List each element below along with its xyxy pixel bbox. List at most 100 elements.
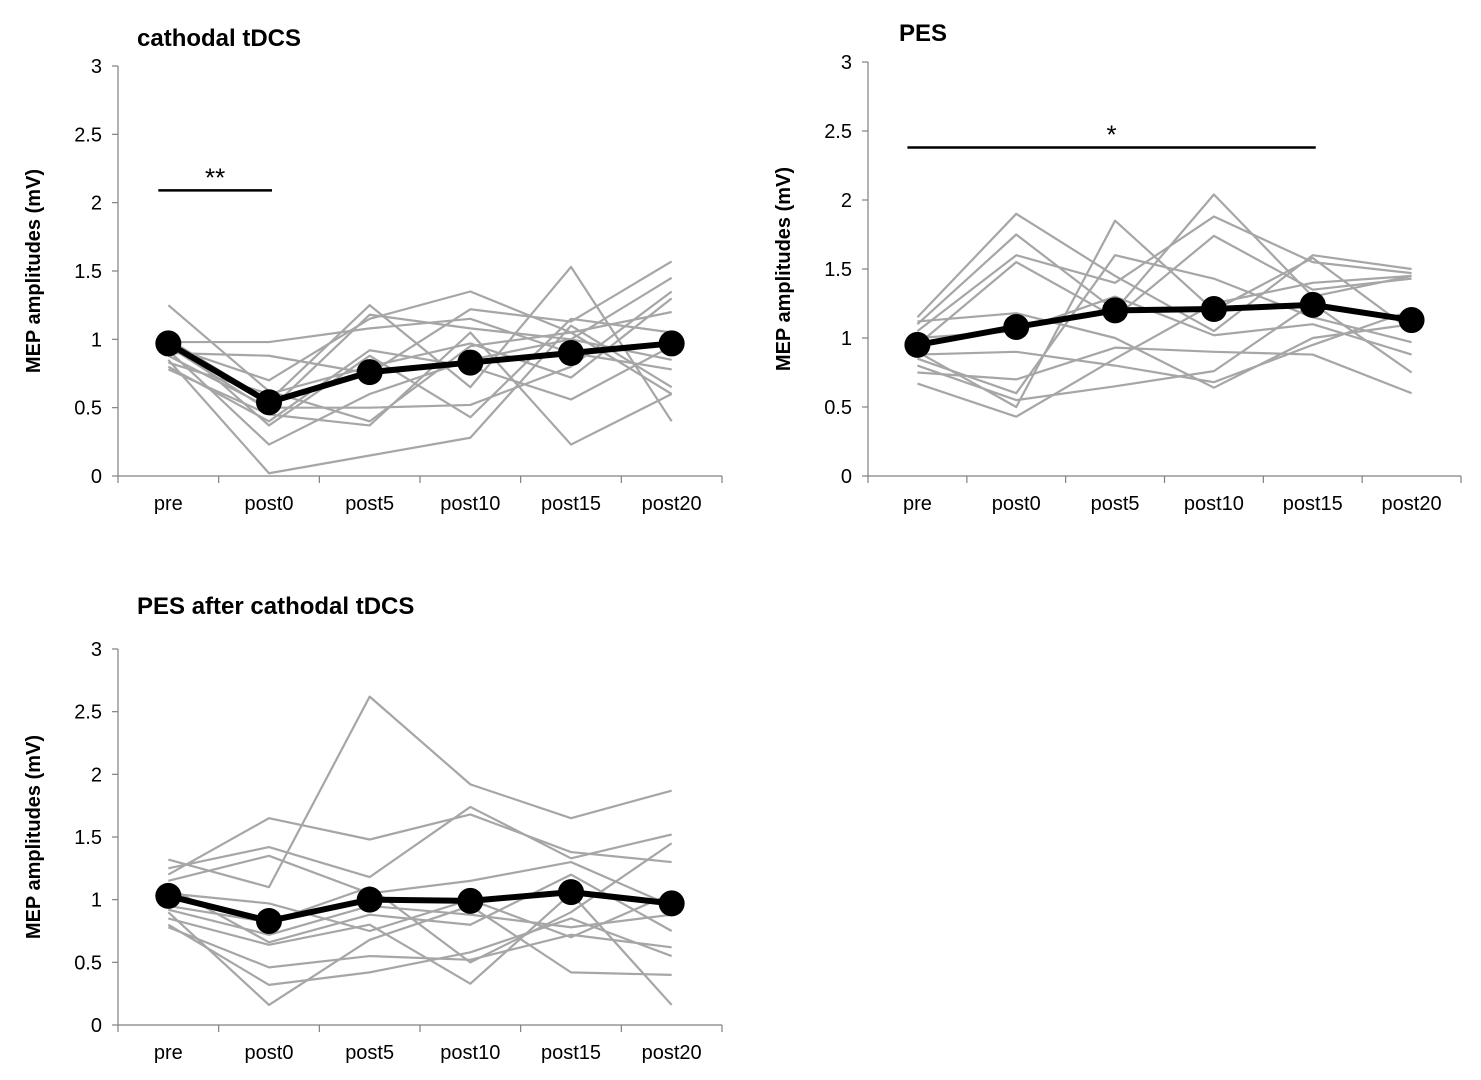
y-tick-label: 2	[91, 764, 102, 786]
x-tick-label: post15	[1283, 493, 1343, 515]
y-tick-label: 2.5	[74, 702, 102, 724]
mean-point	[904, 331, 931, 358]
mean-point	[558, 340, 584, 366]
line-chart: 0 0.5 1 1.5 2 2.5 3 pre post0 post5 post10 post15 po…	[23, 56, 723, 515]
y-tick-label: 0.5	[74, 952, 102, 974]
x-tick-label: post0	[245, 1042, 294, 1064]
chart-title: cathodal tDCS	[137, 25, 302, 52]
individual-series-line	[168, 297, 673, 396]
individual-series-line	[168, 805, 672, 879]
y-tick-label: 0	[841, 466, 852, 488]
x-tick-label: post20	[642, 493, 702, 515]
mean-point	[1003, 313, 1030, 340]
chart-panel-cathodal-tdcs: cathodal tDCS 0 0.5 1 1.5 2 2.5 3 pre post0 post5…	[0, 0, 740, 540]
individual-series-line	[917, 295, 1412, 356]
individual-series-line	[168, 892, 673, 1006]
mean-series-line	[916, 301, 1413, 348]
mean-point	[1398, 307, 1425, 334]
mean-point	[1102, 297, 1129, 324]
y-tick-label: 1.5	[824, 259, 852, 281]
mean-point	[356, 359, 383, 386]
mean-point	[658, 330, 685, 357]
individual-series-line	[916, 219, 1413, 409]
individual-series-line	[916, 215, 1412, 332]
individual-series-line	[917, 254, 1412, 395]
individual-series-line	[168, 695, 672, 889]
significance-label: *	[1107, 120, 1117, 150]
individual-series-line	[916, 234, 1412, 346]
y-axis-title: MEP amplitudes (mV)	[773, 167, 795, 371]
y-tick-label: 3	[91, 56, 102, 78]
x-tick-label: post0	[245, 493, 294, 515]
y-tick-label: 1	[91, 890, 102, 912]
y-axis-title: MEP amplitudes (mV)	[23, 735, 45, 939]
y-tick-label: 1	[841, 328, 852, 350]
y-tick-label: 2	[91, 193, 102, 215]
y-axis-title: MEP amplitudes (mV)	[23, 169, 45, 373]
individual-series-line	[917, 302, 1413, 402]
individual-series-line	[168, 892, 673, 939]
y-tick-label: 3	[841, 52, 852, 74]
mean-series-line	[166, 340, 672, 406]
y-tick-label: 2	[841, 190, 852, 212]
y-tick-label: 3	[91, 639, 102, 661]
individual-series-line	[917, 346, 1412, 395]
x-tick-label: pre	[903, 493, 932, 515]
chart-title: PES	[899, 20, 948, 47]
individual-series-line	[917, 309, 1412, 384]
x-tick-label: post10	[440, 493, 500, 515]
x-tick-label: post5	[1091, 493, 1140, 515]
x-tick-label: post15	[541, 1042, 601, 1064]
individual-series-line	[167, 324, 673, 475]
x-tick-label: post10	[1184, 493, 1244, 515]
y-tick-label: 1.5	[74, 827, 102, 849]
x-tick-label: post5	[345, 1042, 394, 1064]
significance-label: **	[205, 162, 225, 192]
mean-point	[1299, 291, 1326, 318]
y-tick-label: 1	[91, 329, 102, 351]
y-tick-label: 0.5	[74, 398, 102, 420]
y-tick-label: 0	[91, 466, 102, 488]
individual-series-line	[167, 313, 672, 412]
individual-series-line	[167, 345, 673, 423]
x-tick-label: post0	[992, 493, 1041, 515]
individual-series-line	[168, 854, 673, 907]
mean-point	[558, 879, 584, 906]
individual-series-line	[167, 873, 673, 944]
individual-series-line	[916, 212, 1412, 333]
individual-series-line	[168, 260, 673, 375]
individual-series-line	[167, 904, 672, 1007]
x-tick-label: post20	[1382, 493, 1442, 515]
x-tick-label: pre	[154, 493, 183, 515]
mean-point	[155, 330, 182, 357]
x-tick-label: post5	[345, 493, 394, 515]
individual-series-line	[168, 904, 672, 936]
x-tick-label: post15	[541, 493, 601, 515]
individual-series-line	[167, 926, 672, 969]
individual-series-line	[917, 274, 1412, 418]
mean-point	[457, 887, 484, 914]
individual-series-line	[167, 331, 673, 446]
x-tick-label: post10	[440, 1042, 500, 1064]
mean-point	[256, 907, 282, 934]
mean-point	[457, 349, 484, 376]
individual-series-line	[167, 317, 672, 427]
y-tick-label: 0.5	[824, 397, 852, 419]
individual-series-line	[167, 276, 673, 446]
chart-title: PES after cathodal tDCS	[137, 593, 415, 620]
x-tick-label: post20	[642, 1042, 702, 1064]
individual-series-line	[168, 317, 672, 371]
chart-panel-pes-after-cathodal-tdcs: PES after cathodal tDCS 0 0.5 1 1.5 2 2.5 3 pre…	[0, 540, 740, 1080]
y-tick-label: 2.5	[824, 121, 852, 143]
individual-series-line	[916, 193, 1412, 326]
mean-point	[658, 890, 685, 917]
individual-series-line	[167, 813, 672, 876]
individual-series-line	[917, 312, 1412, 389]
y-tick-label: 1.5	[74, 261, 102, 283]
y-tick-label: 0	[91, 1015, 102, 1037]
y-tick-label: 2.5	[74, 124, 102, 146]
chart-panel-pes: PES 0 0.5 1 1.5 2 2.5 3 pre post0 post5 post10 post…	[740, 0, 1481, 540]
line-chart: 0 0.5 1 1.5 2 2.5 3 pre post0 post5 post10 post15 po…	[23, 639, 723, 1064]
mean-point	[1200, 296, 1227, 323]
mean-point	[155, 882, 182, 909]
